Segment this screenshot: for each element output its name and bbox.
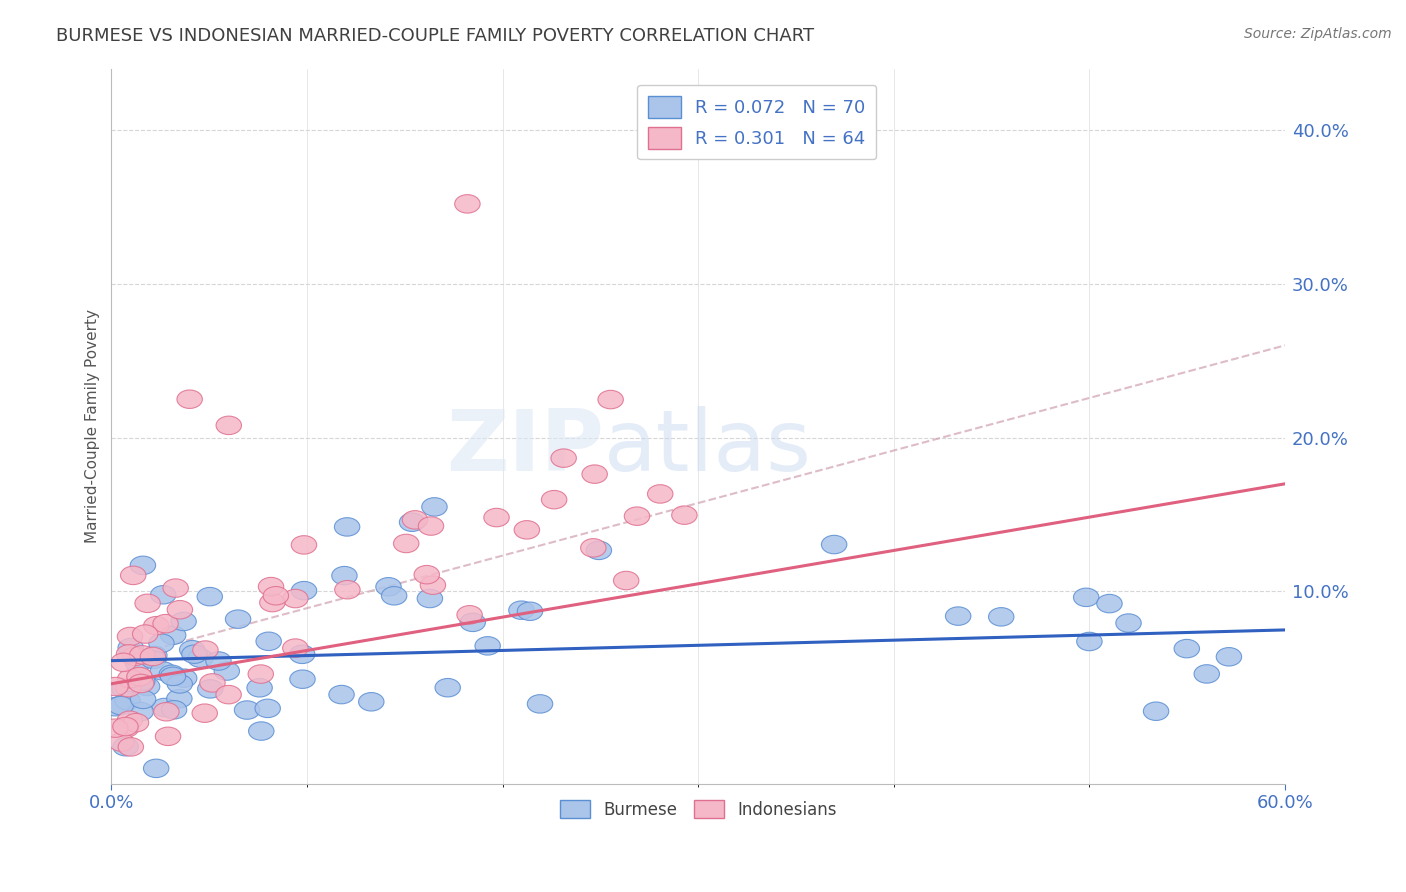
Y-axis label: Married-Couple Family Poverty: Married-Couple Family Poverty [86, 310, 100, 543]
Text: ZIP: ZIP [447, 406, 605, 489]
Legend: Burmese, Indonesians: Burmese, Indonesians [553, 794, 844, 825]
Text: atlas: atlas [605, 406, 813, 489]
Text: Source: ZipAtlas.com: Source: ZipAtlas.com [1244, 27, 1392, 41]
Text: BURMESE VS INDONESIAN MARRIED-COUPLE FAMILY POVERTY CORRELATION CHART: BURMESE VS INDONESIAN MARRIED-COUPLE FAM… [56, 27, 814, 45]
